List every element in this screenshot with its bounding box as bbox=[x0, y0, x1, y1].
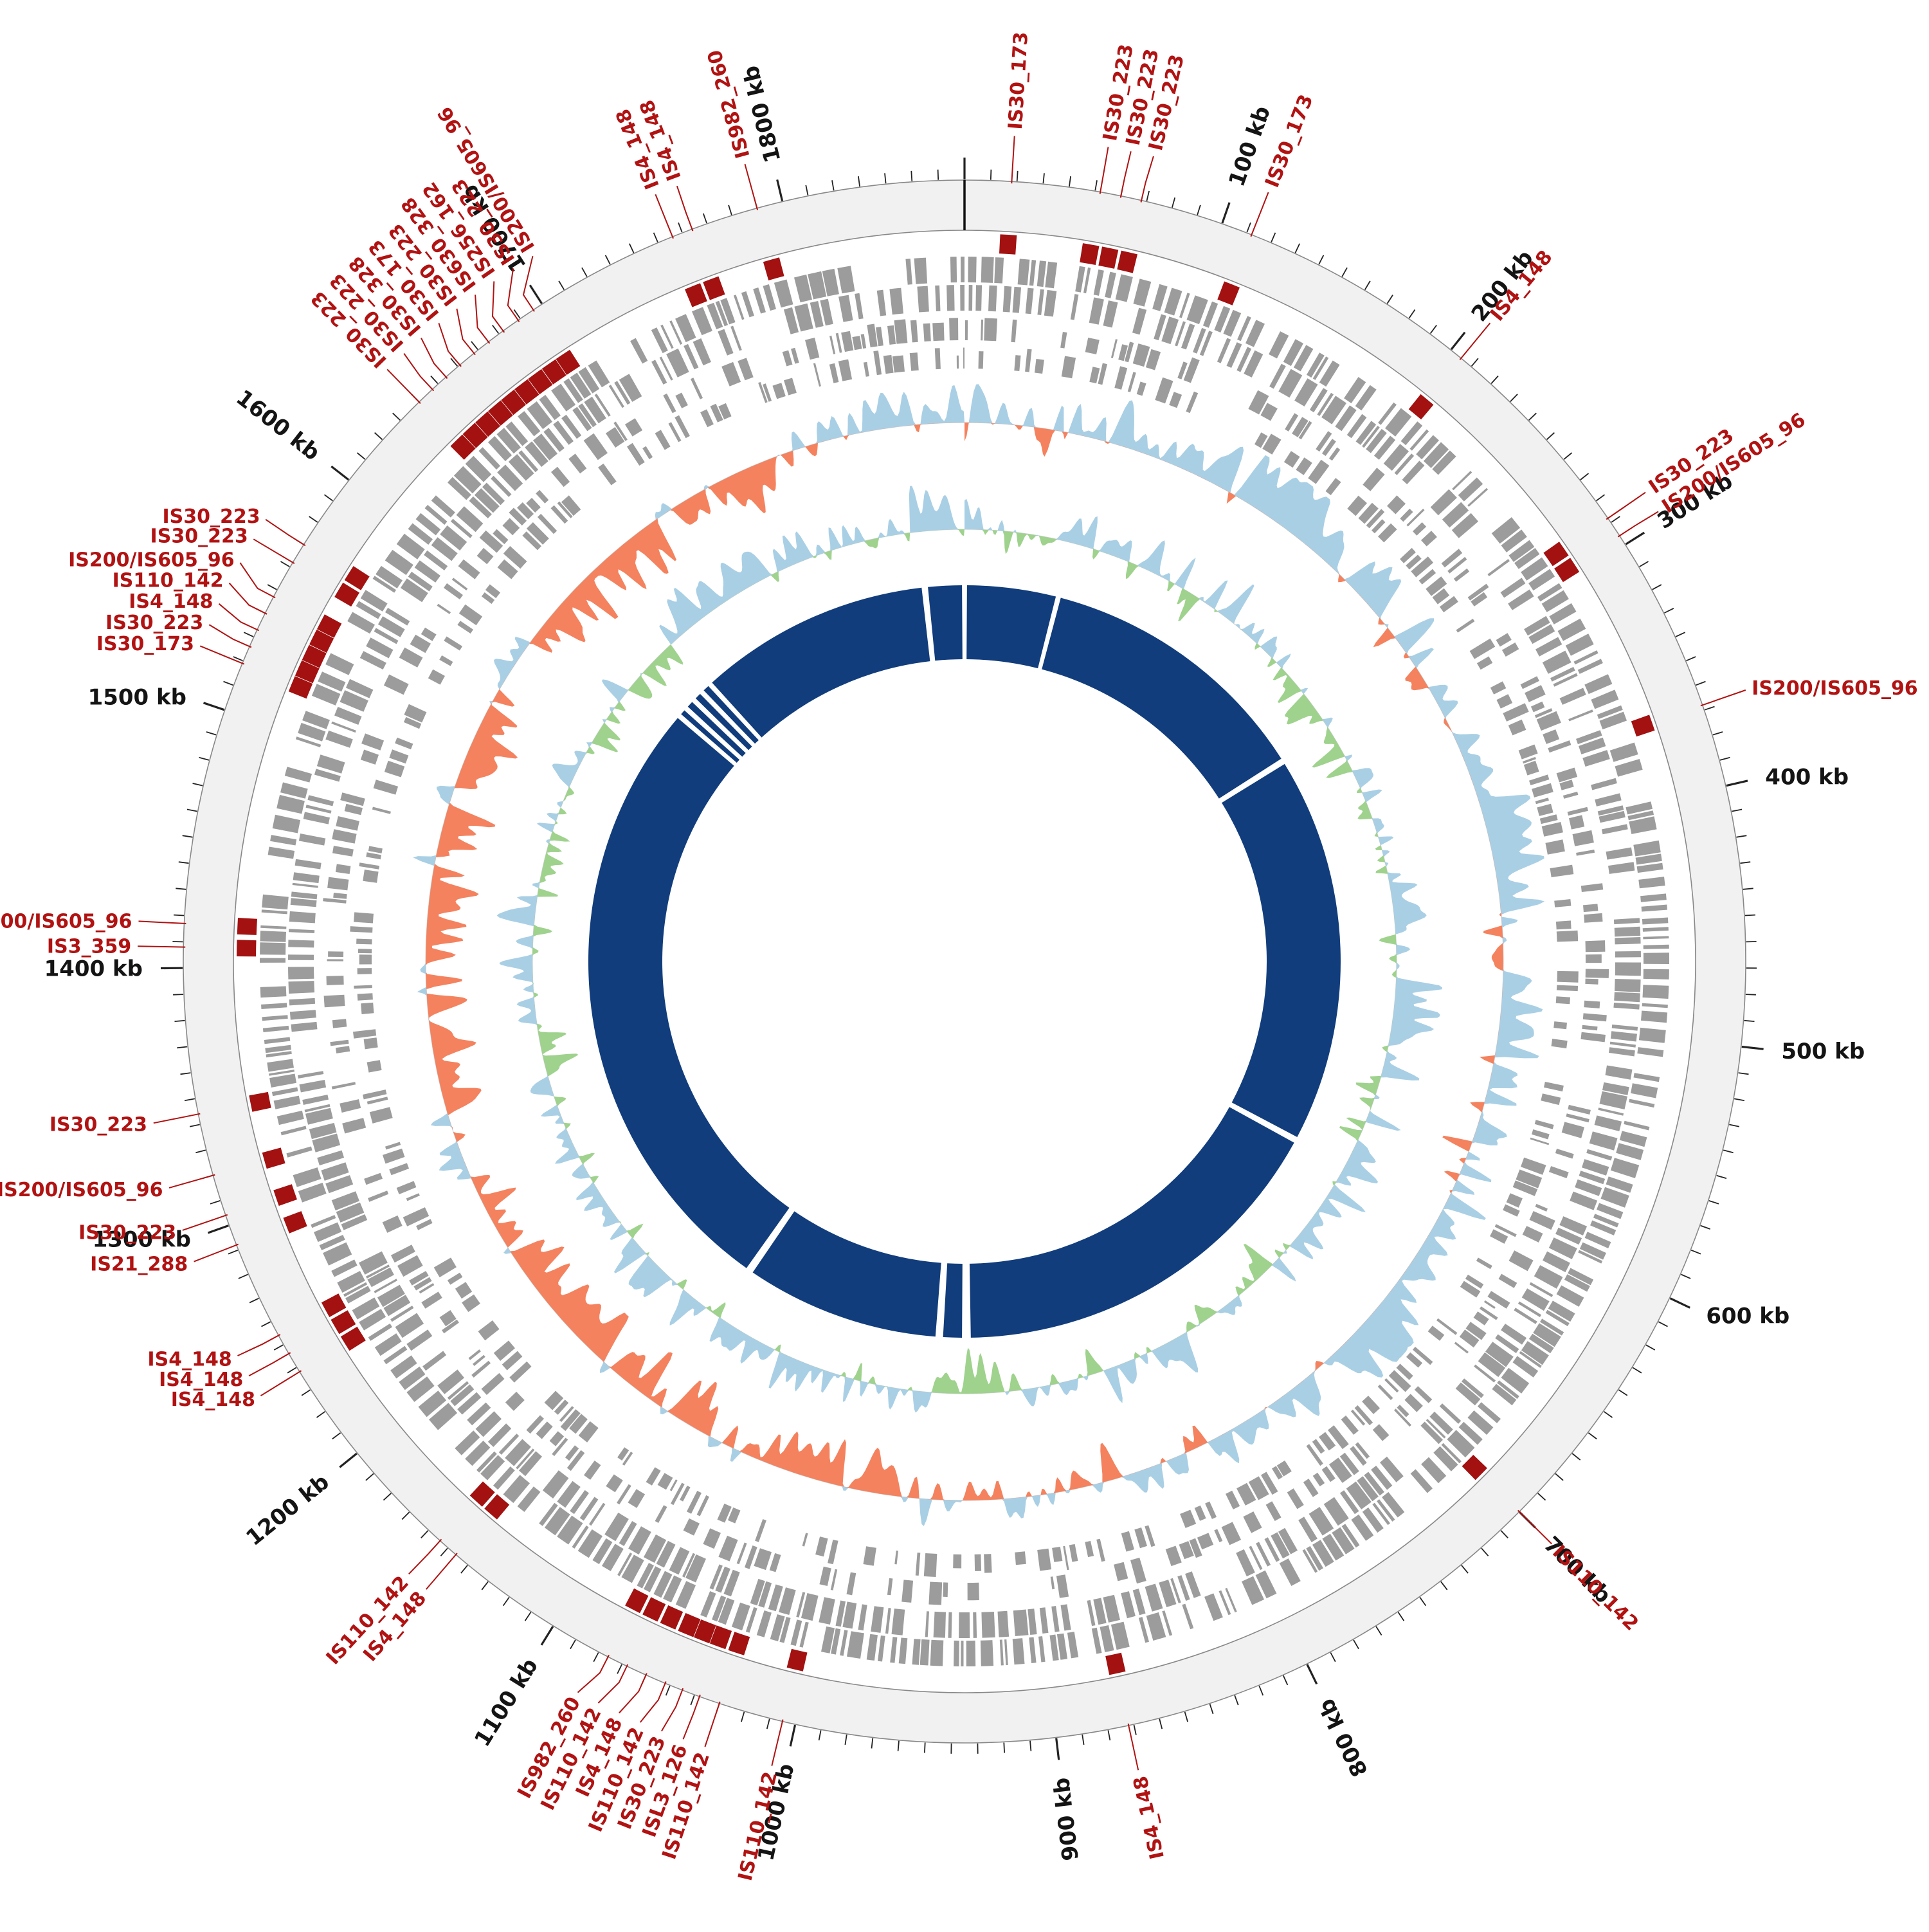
gc-content-positive bbox=[413, 384, 1545, 1526]
kb-tick-label: 400 kb bbox=[1765, 765, 1849, 790]
is-element-label: IS30_223 bbox=[78, 1222, 176, 1244]
is-element-label: IS30_173 bbox=[1004, 32, 1033, 131]
genes-outer-forward bbox=[259, 256, 1670, 1667]
is-element-label: IS30_173 bbox=[1261, 91, 1318, 190]
kb-tick-label: 900 kb bbox=[1049, 1776, 1084, 1863]
minor-ticks bbox=[172, 169, 1757, 1754]
is-element-label: IS4_148 bbox=[1129, 1774, 1169, 1861]
assembly-segments bbox=[588, 585, 1341, 1338]
genes-outer-reverse bbox=[288, 284, 1641, 1639]
kb-tick-label: 1200 kb bbox=[241, 1469, 334, 1551]
is-element-label: IS200/IS605_96 bbox=[68, 549, 235, 572]
is-element-label: IS110_142 bbox=[113, 570, 224, 592]
kb-tick-label: 1400 kb bbox=[44, 956, 143, 982]
is-element-label: IS200/IS605_96 bbox=[1752, 677, 1918, 700]
kb-tick-label: 1100 kb bbox=[469, 1654, 543, 1751]
is-element-label: IS30_223 bbox=[50, 1114, 147, 1136]
is-element-label: IS30_173 bbox=[96, 633, 194, 655]
kb-tick-label: 1500 kb bbox=[88, 685, 186, 711]
is-element-label: IS4_148 bbox=[147, 1348, 231, 1371]
is-element-label: IS4_148 bbox=[129, 590, 213, 613]
is-element-label: IS200/IS605_96 bbox=[0, 1179, 163, 1201]
kb-tick-label: 1300 kb bbox=[93, 1226, 191, 1252]
is-element-label: IS4_148 bbox=[171, 1389, 255, 1411]
kb-tick-label: 1600 kb bbox=[231, 385, 325, 466]
kb-tick-label: 600 kb bbox=[1706, 1303, 1789, 1329]
is-element-label: IS4_148 bbox=[159, 1369, 243, 1391]
gc-content-negative bbox=[426, 423, 1503, 1500]
kb-tick-label: 800 kb bbox=[1314, 1695, 1373, 1781]
is-element-label: IS30_223 bbox=[150, 525, 248, 548]
is-element-label: IS200/IS605_96 bbox=[0, 910, 132, 933]
is-element-label: IS21_288 bbox=[90, 1253, 188, 1276]
is-label-leader-lines bbox=[138, 136, 1746, 1771]
is-element-label: IS3_359 bbox=[47, 936, 131, 958]
is-element-label: IS30_223 bbox=[162, 506, 260, 528]
kb-tick-label: 500 kb bbox=[1781, 1039, 1865, 1064]
major-ticks bbox=[160, 158, 1764, 1760]
is-element-label: IS110_142 bbox=[1548, 1541, 1642, 1636]
is-element-label: IS30_223 bbox=[105, 612, 203, 634]
